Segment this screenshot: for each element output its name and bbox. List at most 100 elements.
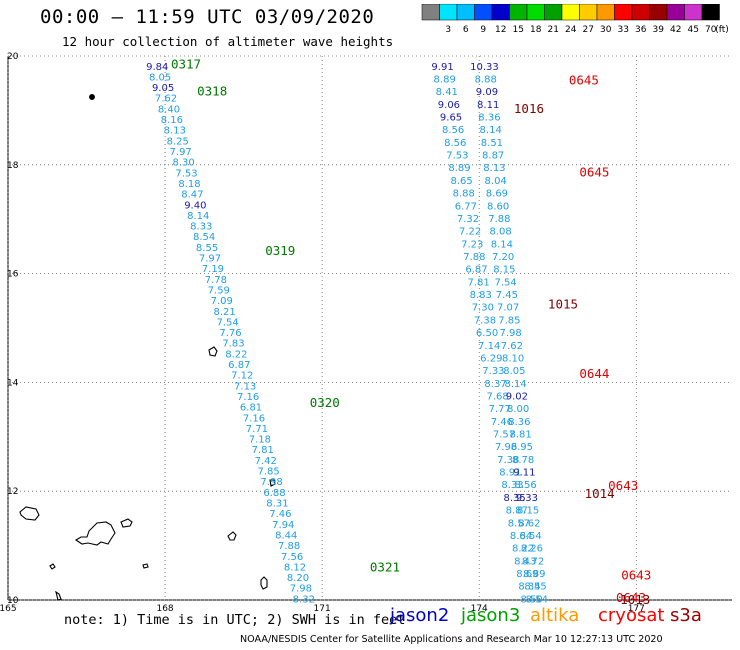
island (142, 563, 149, 569)
wave-height-value: 8.69 (516, 569, 538, 580)
scale-unit: (ft) (715, 25, 729, 35)
wave-height-value: 7.62 (501, 341, 523, 352)
island (19, 506, 40, 521)
scale-label: 39 (653, 25, 665, 35)
island (120, 518, 133, 528)
wave-height-value: 8.69 (486, 189, 508, 200)
wave-height-value: 8.72 (522, 556, 544, 567)
scale-label: 3 (445, 25, 451, 35)
wave-height-value: 8.05 (149, 72, 171, 83)
wave-height-value: 8.89 (523, 569, 545, 580)
pass-time-label: 0318 (197, 83, 227, 98)
wave-height-value: 7.19 (202, 264, 224, 275)
wave-height-value: 8.62 (518, 518, 540, 529)
wave-height-value: 7.68 (487, 391, 509, 402)
wave-height-value: 6.87 (228, 360, 250, 371)
wave-height-value: 7.71 (246, 424, 268, 435)
wave-height-value: 8.41 (436, 87, 458, 98)
wave-height-value: 7.83 (222, 339, 244, 350)
pass-time-label: 1015 (548, 297, 578, 312)
wave-height-color-scale: 3 6 9 12 15 18 21 24 27 30 33 36 39 42 45 70(ft) (421, 4, 729, 35)
island (74, 521, 116, 546)
lon-tick-label: 174 (471, 604, 488, 614)
wave-height-value: 8.14 (491, 239, 513, 250)
pass-time-label: 0319 (265, 243, 295, 258)
wave-height-value: 8.88 (453, 189, 475, 200)
wave-height-value: 8.20 (287, 573, 309, 584)
wave-height-value: 7.07 (497, 303, 519, 314)
wave-height-value: 8.83 (470, 290, 492, 301)
wave-height-value: 8.14 (480, 125, 502, 136)
wave-height-value: 7.46 (491, 417, 513, 428)
scale-label: 70 (705, 25, 717, 35)
pass-time-label: 0643 (608, 478, 638, 493)
lat-tick-label: 14 (7, 378, 19, 388)
scale-label: 33 (618, 25, 629, 35)
wave-height-value: 9.05 (152, 83, 174, 94)
wave-height-value: 9.02 (506, 391, 528, 402)
mission-s3a: s3a (670, 605, 702, 626)
wave-height-value: 10.33 (470, 62, 499, 73)
wave-height-value: 7.16 (237, 392, 259, 403)
wave-height-value: 8.65 (451, 176, 473, 187)
wave-height-value: 8.25 (167, 136, 189, 147)
wave-height-value: 8.31 (266, 499, 288, 510)
wave-height-value: 8.56 (444, 138, 466, 149)
lon-tick-label: 171 (314, 604, 331, 614)
wave-height-value: 8.10 (502, 353, 524, 364)
pass-time-label: 1013 (620, 592, 650, 607)
wave-height-value: 8.36 (508, 417, 530, 428)
wave-height-value: 7.54 (216, 317, 238, 328)
wave-height-value: 7.88 (488, 214, 510, 225)
wave-height-value: 7.98 (499, 328, 521, 339)
scale-label: 12 (495, 25, 506, 35)
island (208, 346, 218, 357)
wave-height-value: 7.97 (170, 147, 192, 158)
scale-swatch (701, 4, 720, 21)
wave-height-value: 7.98 (260, 477, 282, 488)
map-title: 00:00 – 11:59 UTC 03/09/2020 (40, 6, 375, 28)
wave-height-value: 7.20 (492, 252, 514, 263)
wave-height-value: 8.57 (508, 518, 530, 529)
wave-height-value: 7.62 (155, 94, 177, 105)
wave-height-value: 9.65 (440, 113, 462, 124)
pass-time-label: 0321 (370, 559, 400, 574)
wave-height-value: 8.33 (501, 480, 523, 491)
wave-height-value: 8.22 (512, 544, 534, 555)
wave-height-value: 9.33 (516, 493, 538, 504)
lon-tick-label: 177 (628, 604, 645, 614)
wave-height-value: 7.81 (467, 277, 489, 288)
wave-height-value: 8.35 (503, 493, 525, 504)
pass-time-label: 1014 (585, 486, 615, 501)
wave-height-value: 8.21 (214, 307, 236, 318)
island-outlines (19, 94, 276, 601)
wave-height-value: 7.76 (219, 328, 241, 339)
wave-height-value: 6.50 (476, 328, 498, 339)
wave-height-value: 7.42 (255, 456, 277, 467)
wave-height-value: 8.30 (172, 158, 194, 169)
wave-height-value: 7.56 (281, 552, 303, 563)
wave-height-value: 8.88 (475, 74, 497, 85)
wave-height-value: 8.34 (518, 582, 540, 593)
wave-height-value: 8.89 (448, 163, 470, 174)
mission-cryosat: cryosat (598, 605, 665, 626)
wave-height-value: 7.22 (459, 227, 481, 238)
wave-height-value: 7.45 (496, 290, 518, 301)
wave-height-value: 6.29 (480, 353, 502, 364)
wave-height-value: 6.77 (455, 201, 477, 212)
wave-height-value: 7.23 (461, 239, 483, 250)
mission-jason2: jason2 (390, 605, 450, 626)
lat-tick-label: 12 (7, 487, 18, 497)
wave-height-value: 7.14 (478, 341, 500, 352)
wave-height-value: 8.15 (493, 265, 515, 276)
wave-height-value: 8.13 (164, 126, 186, 137)
wave-height-value: 8.56 (442, 125, 464, 136)
lon-tick-label: 165 (0, 604, 17, 614)
wave-height-value: 8.37 (484, 379, 506, 390)
time-labels: 0317 0318 0319 0320 0321 0645 1016 0645 1015 0644… (171, 57, 651, 607)
wave-height-value: 8.36 (478, 113, 500, 124)
wave-height-value: 8.08 (490, 227, 512, 238)
wave-height-value: 7.59 (208, 285, 230, 296)
wave-height-value: 6.87 (465, 265, 487, 276)
wave-height-value: 8.55 (524, 582, 546, 593)
